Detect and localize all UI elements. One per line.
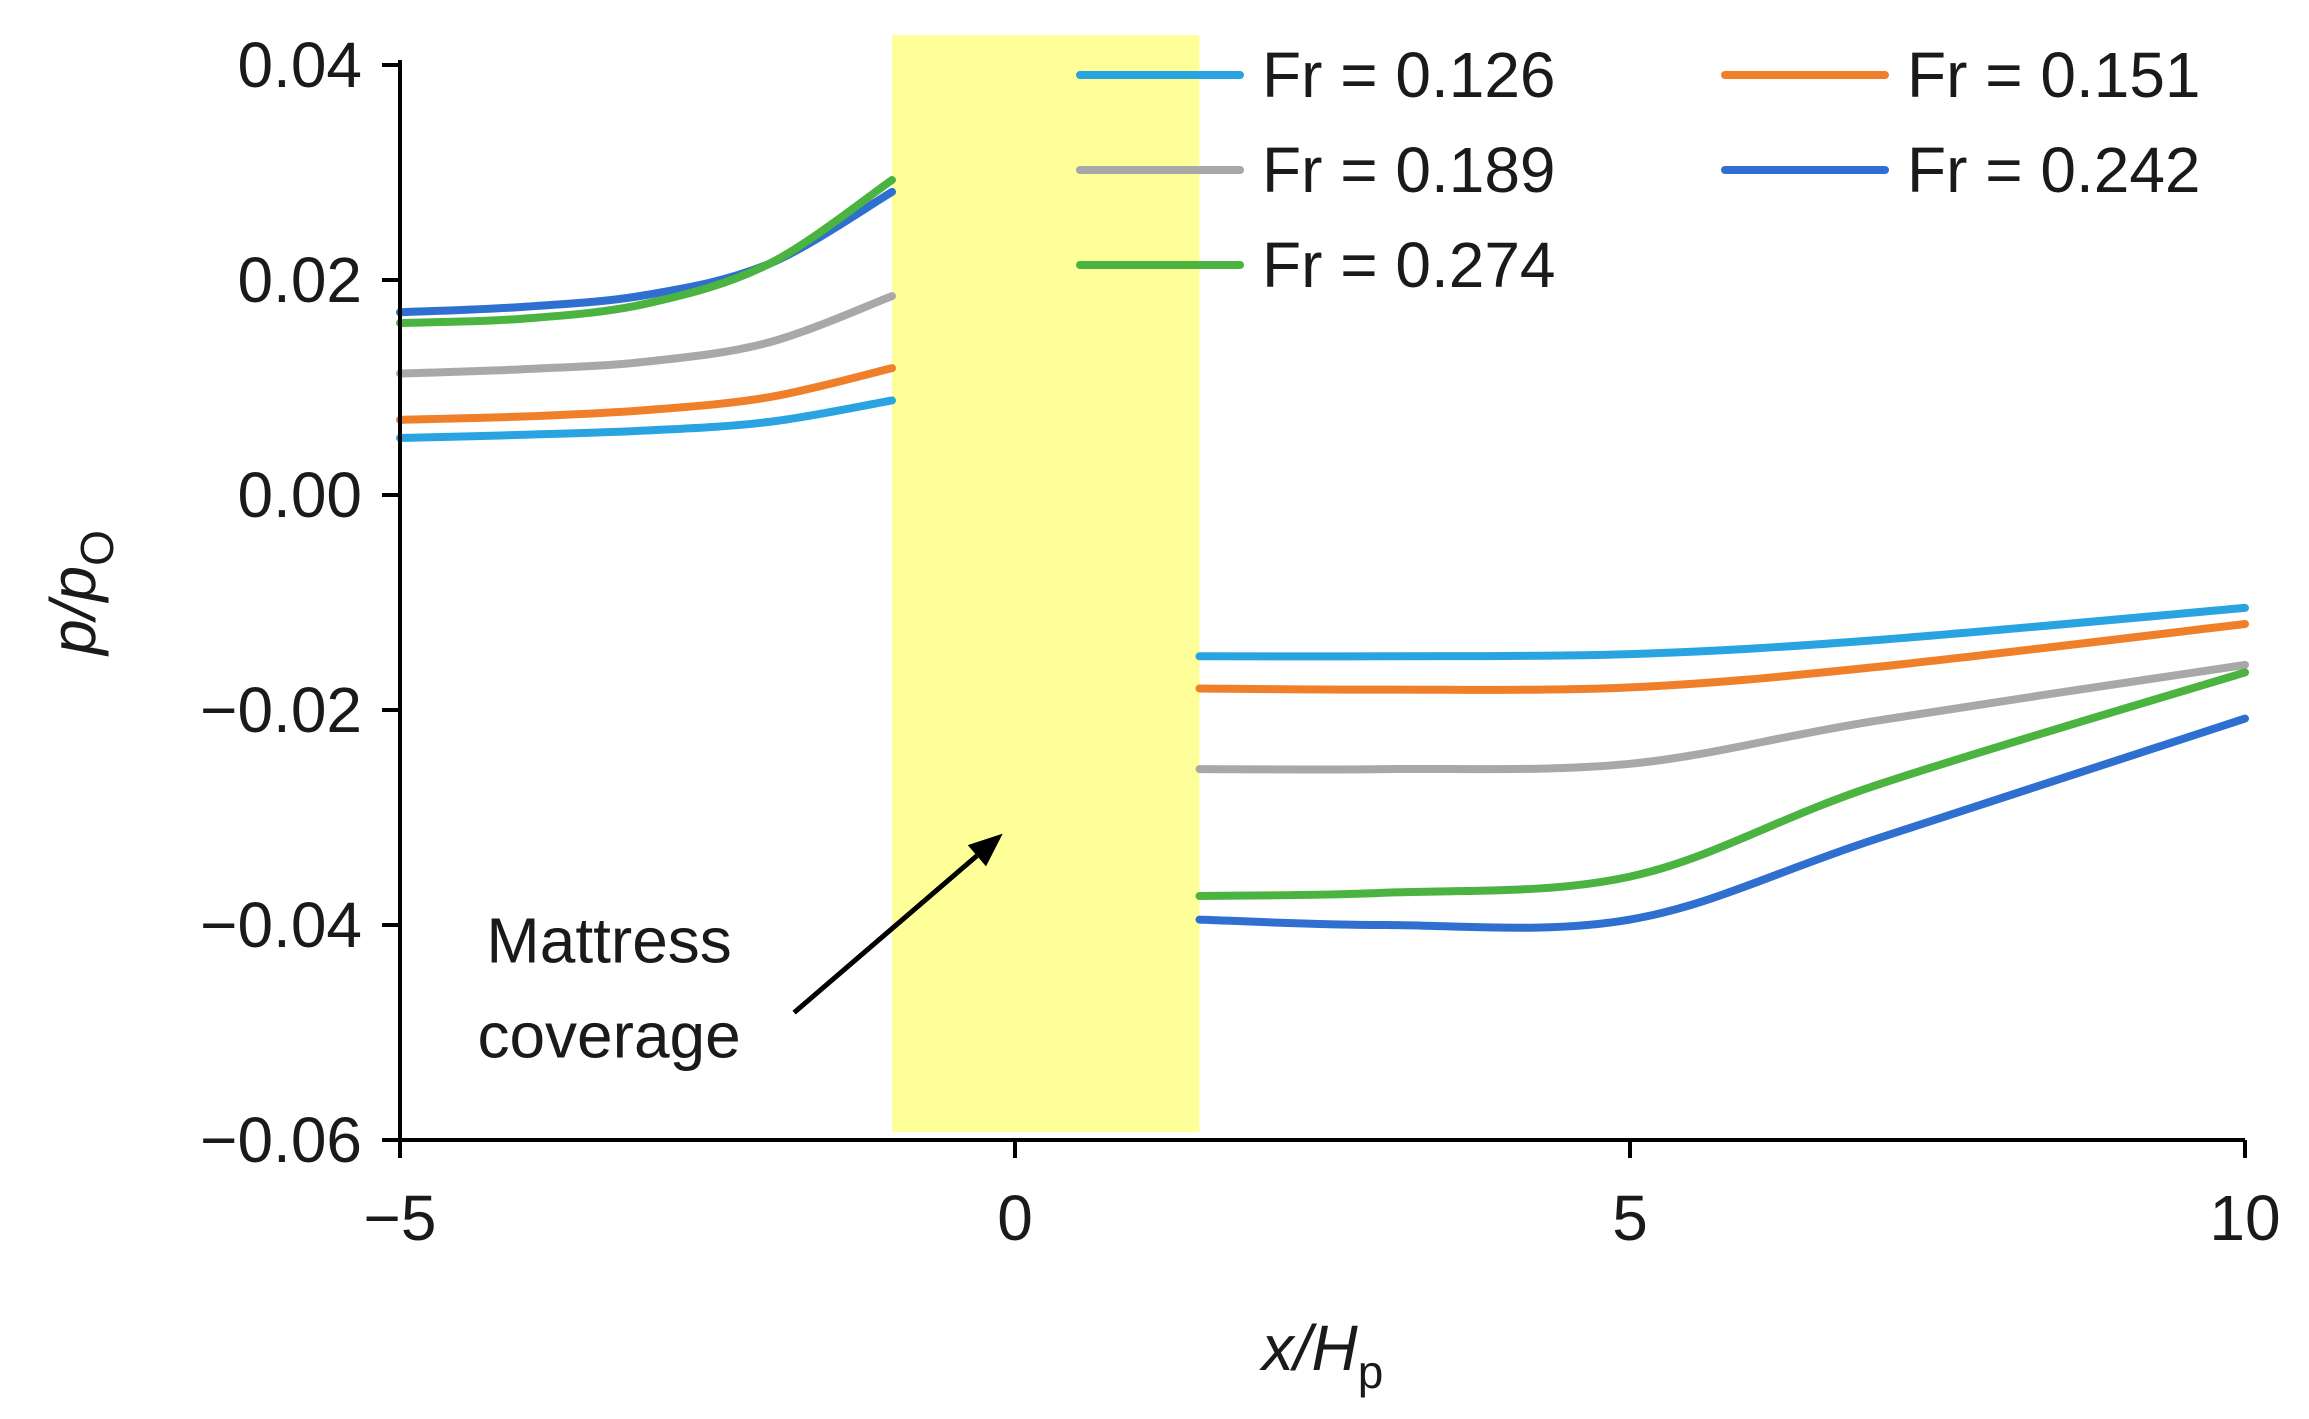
series-layer: [396, 176, 2249, 932]
annotation-text-line-0: Mattress: [486, 905, 731, 977]
legend-label-1: Fr = 0.151: [1907, 39, 2201, 111]
series-2-downstream-line: [1195, 660, 2249, 774]
legend-label-3: Fr = 0.242: [1907, 134, 2201, 206]
x-tick-label: 10: [2209, 1182, 2280, 1254]
series-3-upstream-line: [396, 187, 896, 317]
y-tick-label: −0.04: [200, 889, 362, 961]
series-4-upstream-line: [396, 176, 896, 327]
x-tick-label: 5: [1612, 1182, 1648, 1254]
x-tick-label: −5: [364, 1182, 437, 1254]
series-4-downstream-line: [1195, 668, 2249, 900]
y-axis-title: p/pO: [37, 530, 123, 657]
annotation-arrow-shaft: [792, 853, 979, 1015]
legend: Fr = 0.126 Fr = 0.151 Fr = 0.189 Fr = 0.242…: [1076, 39, 2201, 301]
shaded-region-layer: [892, 35, 1200, 1132]
series-1-upstream-line: [396, 364, 896, 424]
legend-label-2: Fr = 0.189: [1262, 134, 1556, 206]
legend-label-0: Fr = 0.126: [1262, 39, 1556, 111]
series-0-downstream-line: [1195, 603, 2249, 661]
y-tick-label: 0.02: [237, 244, 362, 316]
axes-layer: 0.04 0.02 0.00 −0.02 −0.04 −0.06−5 0 5 10 x/Hp p/p…: [37, 29, 2281, 1398]
series-0-upstream-line: [396, 396, 896, 442]
legend-label-4: Fr = 0.274: [1262, 229, 1556, 301]
x-tick-label: 0: [997, 1182, 1033, 1254]
y-tick-label: 0.04: [237, 29, 362, 101]
mattress-coverage-region: [892, 35, 1200, 1132]
y-tick-label: 0.00: [237, 459, 362, 531]
series-2-upstream-line: [396, 292, 896, 378]
y-tick-label: −0.02: [200, 674, 362, 746]
y-tick-label: −0.06: [200, 1104, 362, 1176]
annotation-arrow-head: [967, 833, 1003, 867]
x-axis-title: x/Hp: [1259, 1312, 1384, 1398]
series-3-downstream-line: [1195, 714, 2249, 932]
series-1-downstream-line: [1195, 620, 2249, 694]
annotation-text-line-1: coverage: [477, 1000, 740, 1072]
annotation-layer: Mattress coverage: [477, 833, 1003, 1072]
